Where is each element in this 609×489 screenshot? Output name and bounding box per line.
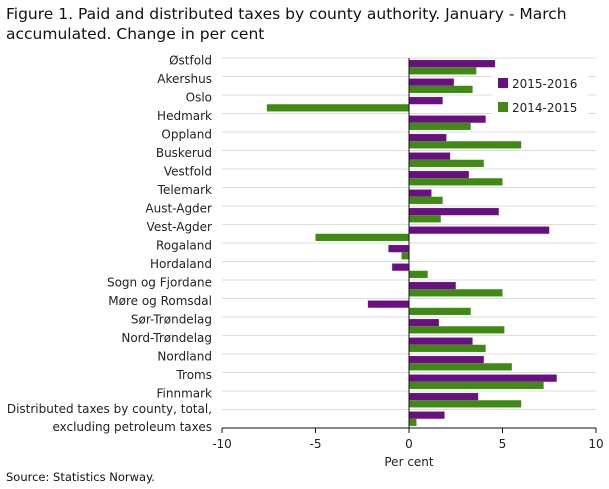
bar-2015-2016-0 <box>409 60 496 68</box>
bar-2015-2016-12 <box>409 282 456 290</box>
bar-2014-2015-14 <box>409 326 505 334</box>
bar-2015-2016-6 <box>409 171 469 179</box>
chart-title: Figure 1. Paid and distributed taxes by … <box>6 5 567 43</box>
bar-2015-2016-13 <box>367 300 409 308</box>
bar-2014-2015-19 <box>409 418 417 426</box>
category-label: Hordaland <box>150 257 212 271</box>
bar-2014-2015-9 <box>315 233 409 241</box>
bar-2015-2016-7 <box>409 189 432 197</box>
bar-2015-2016-10 <box>388 245 409 253</box>
bar-2014-2015-0 <box>409 67 477 75</box>
x-tick-label: -5 <box>310 437 322 451</box>
bar-2015-2016-16 <box>409 356 484 364</box>
bar-2014-2015-6 <box>409 178 503 186</box>
bar-2015-2016-8 <box>409 208 499 216</box>
bar-2015-2016-17 <box>409 374 557 382</box>
category-label: Sogn og Fjordane <box>107 275 212 289</box>
category-label: Oppland <box>161 127 212 141</box>
bar-2014-2015-8 <box>409 215 441 223</box>
category-label: Hedmark <box>157 109 212 123</box>
legend-swatch-2015-2016 <box>498 78 508 88</box>
category-label: Oslo <box>186 90 212 104</box>
category-label: Aust-Agder <box>145 201 212 215</box>
category-label: Finnmark <box>157 386 213 400</box>
bar-2015-2016-2 <box>409 97 443 105</box>
source-note: Source: Statistics Norway. <box>6 470 155 484</box>
category-label: Distributed taxes by county, total, <box>7 402 212 416</box>
category-label: Nordland <box>157 349 212 363</box>
bar-2014-2015-2 <box>266 104 409 112</box>
bar-2014-2015-13 <box>409 307 471 315</box>
bar-2014-2015-10 <box>401 252 409 260</box>
bar-2014-2015-12 <box>409 289 503 297</box>
bar-2015-2016-18 <box>409 393 479 401</box>
category-label: excluding petroleum taxes <box>52 420 212 434</box>
x-tick-label: -10 <box>212 437 232 451</box>
legend-swatch-2014-2015 <box>498 102 508 112</box>
x-tick-label: 5 <box>499 437 507 451</box>
bar-2015-2016-4 <box>409 134 447 142</box>
bar-2015-2016-19 <box>409 411 445 419</box>
category-label: Rogaland <box>156 238 212 252</box>
bar-2014-2015-16 <box>409 363 512 371</box>
bar-2014-2015-17 <box>409 381 544 389</box>
category-label: Sør-Trøndelag <box>131 312 212 326</box>
x-tick-label: 0 <box>405 437 413 451</box>
bar-2015-2016-9 <box>409 226 550 234</box>
category-label: Telemark <box>157 183 212 197</box>
bar-2014-2015-5 <box>409 159 484 167</box>
bar-2014-2015-4 <box>409 141 522 149</box>
bar-2015-2016-1 <box>409 78 454 86</box>
category-label: Akershus <box>157 72 212 86</box>
category-label: Nord-Trøndelag <box>121 331 212 345</box>
bar-2014-2015-7 <box>409 196 443 204</box>
bar-2015-2016-11 <box>392 263 409 271</box>
category-label: Møre og Romsdal <box>108 294 212 308</box>
category-label: Østfold <box>169 53 212 67</box>
bar-2015-2016-15 <box>409 337 473 345</box>
bar-2015-2016-14 <box>409 319 439 327</box>
bar-2014-2015-11 <box>409 270 428 278</box>
legend-label-2015-2016: 2015-2016 <box>512 77 577 91</box>
category-label: Vest-Agder <box>147 220 213 234</box>
bar-2014-2015-18 <box>409 400 522 408</box>
category-label: Troms <box>175 368 212 382</box>
bar-2014-2015-3 <box>409 122 471 130</box>
legend-label-2014-2015: 2014-2015 <box>512 101 577 115</box>
bar-2014-2015-1 <box>409 85 473 93</box>
category-label: Vestfold <box>164 164 212 178</box>
bar-2014-2015-15 <box>409 344 486 352</box>
bar-2015-2016-5 <box>409 152 451 160</box>
x-axis-title: Per cent <box>384 455 434 469</box>
x-tick-label: 10 <box>588 437 603 451</box>
bar-2015-2016-3 <box>409 115 486 123</box>
category-label: Buskerud <box>156 146 212 160</box>
